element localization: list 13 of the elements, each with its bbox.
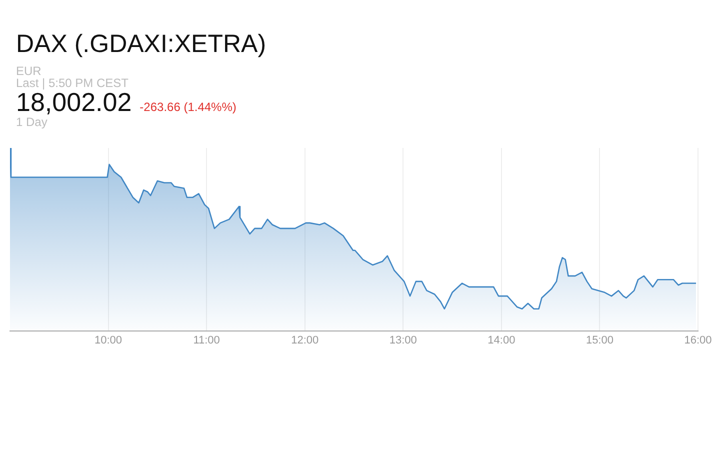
chart-title: DAX (.GDAXI:XETRA) [16,30,266,59]
x-tick-label: 16:00 [684,334,712,346]
x-tick-label: 10:00 [94,334,122,346]
text: 1 Day [16,115,48,129]
x-tick-label: 13:00 [389,334,417,346]
x-tick-label: 14:00 [488,334,516,346]
x-tick-label: 11:00 [193,334,220,346]
x-tick-label: 12:00 [291,334,319,346]
text: 18,002.02 [16,87,132,117]
text: EUR [16,64,42,78]
text: -263.66 (1.44%%) [140,100,236,114]
x-tick-label: 15:00 [586,334,614,346]
text: Last | 5:50 PM CEST [16,76,128,90]
